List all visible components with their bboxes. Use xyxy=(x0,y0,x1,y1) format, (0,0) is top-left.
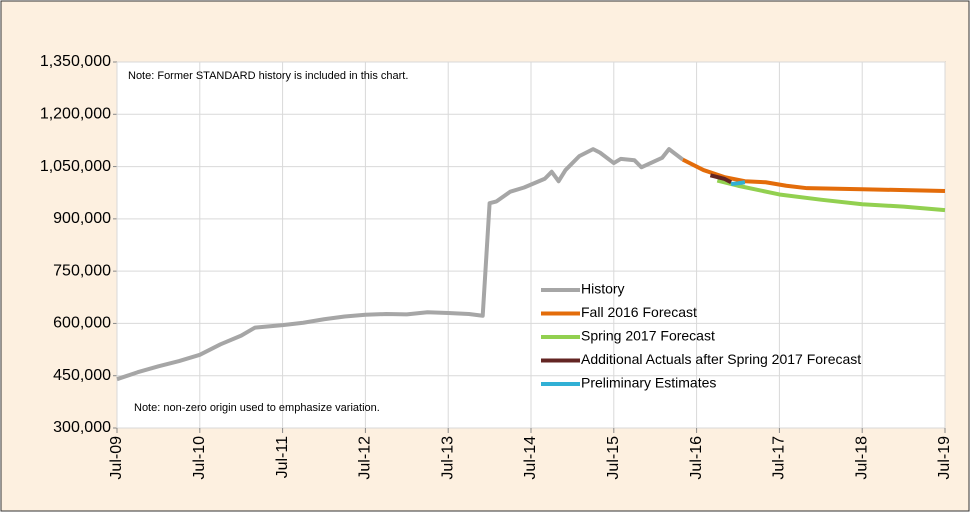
note: Note: non-zero origin used to emphasize … xyxy=(134,402,380,414)
legend-label: Preliminary Estimates xyxy=(581,375,716,391)
legend-label: Spring 2017 Forecast xyxy=(581,328,715,344)
x-tick-label: Jul-19 xyxy=(936,436,953,480)
series-line xyxy=(116,147,685,382)
y-tick-label: 300,000 xyxy=(53,419,111,436)
legend: History Fall 2016 Forecast Spring 2017 For… xyxy=(541,281,861,391)
series-line xyxy=(709,173,733,185)
x-tick-label: Jul-14 xyxy=(522,436,539,480)
lines xyxy=(116,147,946,382)
x-tick-label: Jul-15 xyxy=(605,436,622,480)
y-tick-label: 450,000 xyxy=(53,367,111,384)
series-line xyxy=(716,178,946,213)
x-tick-label: Jul-13 xyxy=(439,436,456,480)
series-line xyxy=(681,157,946,193)
legend-label: Additional Actuals after Spring 2017 For… xyxy=(581,351,861,367)
legend-label: History xyxy=(581,281,625,297)
y-tick-label: 1,350,000 xyxy=(40,53,111,70)
note: Note: Former STANDARD history is include… xyxy=(128,70,408,82)
grid xyxy=(113,61,946,433)
y-tick-label: 1,050,000 xyxy=(40,158,111,175)
x-tick-label: Jul-12 xyxy=(357,436,374,480)
x-tick-label: Jul-11 xyxy=(274,436,291,478)
x-tick-label: Jul-10 xyxy=(191,436,208,480)
y-tick-label: 1,200,000 xyxy=(40,106,111,123)
y-tick-label: 900,000 xyxy=(53,210,111,227)
legend-label: Fall 2016 Forecast xyxy=(581,304,697,320)
y-tick-label: 750,000 xyxy=(53,262,111,279)
x-tick-label: Jul-16 xyxy=(688,436,705,480)
y-tick-label: 600,000 xyxy=(53,315,111,332)
x-tick-label: Jul-18 xyxy=(853,436,870,480)
series-line xyxy=(730,180,746,186)
x-tick-label: Jul-09 xyxy=(108,436,125,480)
x-tick-label: Jul-17 xyxy=(771,436,788,480)
